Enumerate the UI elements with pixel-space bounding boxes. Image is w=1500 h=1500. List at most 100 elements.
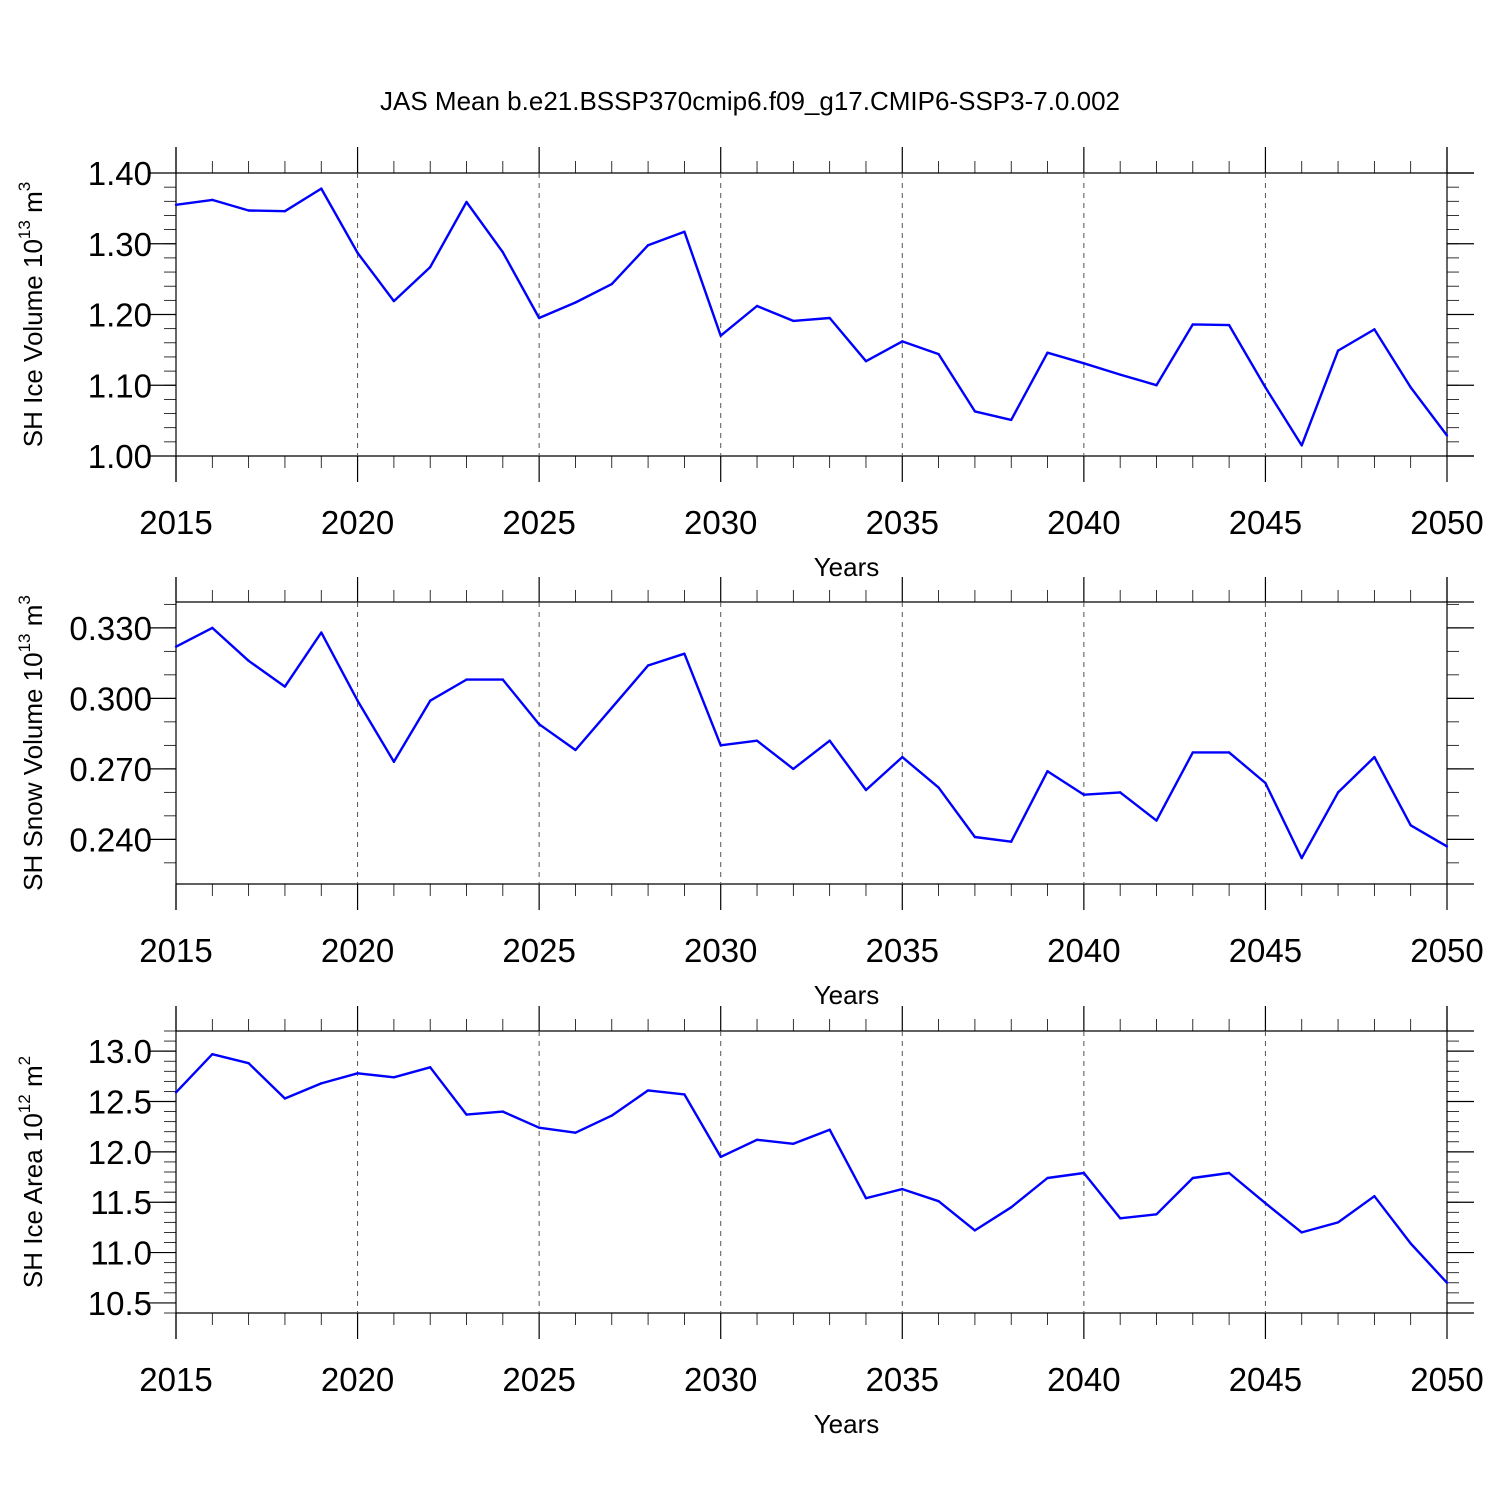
snow-volume-data-point xyxy=(1373,755,1376,759)
ice-area-x-tick-label: 2020 xyxy=(321,1361,394,1398)
panel-ice-area: 2015 2020 2025 2030 2035 2040 2045 2050 10.5 11.0… xyxy=(15,1006,1484,1439)
ice-volume-data-point xyxy=(1191,323,1195,326)
ice-volume-data-point xyxy=(392,299,396,303)
ice-area-y-tick-label: 11.0 xyxy=(90,1235,152,1272)
ice-volume-data-point xyxy=(174,203,178,207)
ice-area-data-point xyxy=(864,1196,868,1200)
ice-area-data-point xyxy=(1082,1171,1086,1175)
ice-area-data-point xyxy=(1155,1213,1158,1216)
snow-volume-y-tick-label: 0.270 xyxy=(69,751,152,788)
ice-volume-data-point xyxy=(864,359,868,363)
ice-volume-data-point xyxy=(792,319,795,323)
snow-volume-x-tick-label: 2040 xyxy=(1047,932,1120,969)
snow-volume-data-point xyxy=(792,767,795,771)
snow-volume-x-tick-label: 2050 xyxy=(1410,932,1483,969)
snow-volume-data-point xyxy=(320,631,323,634)
snow-volume-y-axis-label: SH Snow Volume 1013 m3 xyxy=(15,595,48,891)
snow-volume-x-tick-label: 2035 xyxy=(866,932,939,969)
ice-volume-data-point xyxy=(1300,444,1303,447)
ice-volume-x-axis-label: Years xyxy=(814,552,880,582)
ice-area-series-line xyxy=(175,1052,1448,1284)
ice-volume-data-point xyxy=(320,187,323,190)
snow-volume-y-tick-label: 0.300 xyxy=(69,680,152,717)
panel-ice-volume: 2015 2020 2025 2030 2035 2040 2045 2050 1.00 1.10… xyxy=(15,147,1484,582)
ice-volume-data-point xyxy=(465,200,468,204)
ice-area-data-point xyxy=(828,1128,831,1131)
ice-volume-data-point xyxy=(574,301,577,304)
snow-volume-data-point xyxy=(973,835,977,839)
ice-area-x-tick-label: 2040 xyxy=(1047,1361,1120,1398)
snow-volume-data-point xyxy=(1118,791,1122,794)
ice-area-data-point xyxy=(1191,1176,1195,1180)
ice-area-y-tick-label: 12.5 xyxy=(88,1084,152,1121)
snow-volume-data-point xyxy=(864,788,868,792)
ice-volume-data-point xyxy=(901,340,904,343)
ice-volume-data-point xyxy=(719,334,722,337)
ice-volume-data-point xyxy=(283,210,287,213)
ice-area-y-tick-label: 13.0 xyxy=(88,1033,152,1070)
snow-volume-data-point xyxy=(283,685,287,688)
ice-area-x-tick-label: 2050 xyxy=(1410,1361,1483,1398)
snow-volume-data-point xyxy=(1082,793,1086,796)
ice-area-data-point xyxy=(1300,1231,1303,1234)
ice-volume-series-line xyxy=(175,187,1448,447)
ice-area-y-tick-label: 11.5 xyxy=(90,1184,152,1221)
ice-volume-data-point xyxy=(1155,384,1158,387)
ice-volume-data-point xyxy=(1409,386,1412,389)
ice-volume-x-tick-label: 2020 xyxy=(321,504,394,541)
snow-volume-data-point xyxy=(1336,791,1340,794)
snow-volume-data-point xyxy=(211,626,214,630)
snow-volume-data-point xyxy=(465,678,468,681)
ice-volume-data-point xyxy=(247,209,250,212)
ice-volume-x-tick-label: 2015 xyxy=(139,504,212,541)
ice-area-x-tick-label: 2015 xyxy=(139,1361,212,1398)
snow-volume-y-tick-label: 0.330 xyxy=(69,610,152,647)
ice-area-data-point xyxy=(719,1155,722,1159)
ice-area-x-axis-label: Years xyxy=(814,1409,880,1439)
ice-area-data-point xyxy=(211,1052,214,1056)
snow-volume-data-point xyxy=(610,706,613,709)
ice-area-data-point xyxy=(1264,1202,1267,1205)
snow-volume-data-point xyxy=(1155,819,1158,822)
snow-volume-data-point xyxy=(646,664,650,667)
ice-area-data-point xyxy=(973,1229,977,1232)
ice-area-y-axis-label: SH Ice Area 1012 m2 xyxy=(15,1056,48,1288)
ice-area-data-point xyxy=(610,1114,613,1117)
ice-volume-data-point xyxy=(211,198,214,202)
ice-area-data-point xyxy=(465,1113,468,1116)
ice-volume-data-point xyxy=(1264,386,1267,389)
ice-area-data-point xyxy=(283,1097,287,1100)
ice-volume-x-tick-label: 2040 xyxy=(1047,504,1120,541)
ice-volume-y-tick-label: 1.10 xyxy=(88,367,152,404)
snow-volume-x-tick-label: 2020 xyxy=(321,932,394,969)
snow-volume-data-point xyxy=(937,786,940,789)
ice-area-data-point xyxy=(1336,1221,1340,1224)
ice-area-data-point xyxy=(356,1072,359,1075)
snow-volume-data-point xyxy=(537,723,541,726)
ice-volume-data-point xyxy=(755,304,759,308)
ice-volume-data-point xyxy=(501,251,505,254)
snow-volume-data-point xyxy=(1010,840,1013,843)
snow-volume-x-tick-label: 2030 xyxy=(684,932,757,969)
snow-volume-data-point xyxy=(1264,781,1267,785)
ice-volume-data-point xyxy=(429,265,432,269)
ice-volume-y-axis-label: SH Ice Volume 1013 m3 xyxy=(15,182,48,447)
ice-volume-data-point xyxy=(646,243,650,247)
snow-volume-data-point xyxy=(901,755,904,759)
snow-volume-data-point xyxy=(1046,770,1049,773)
ice-area-data-point xyxy=(537,1126,541,1129)
snow-volume-x-tick-label: 2025 xyxy=(502,932,575,969)
ice-area-data-point xyxy=(937,1200,940,1203)
ice-area-data-point xyxy=(792,1142,795,1146)
snow-volume-data-point xyxy=(574,748,577,752)
snow-volume-data-point xyxy=(1445,845,1449,848)
ice-volume-x-tick-label: 2045 xyxy=(1229,504,1302,541)
snow-volume-data-point xyxy=(356,699,359,702)
snow-volume-data-point xyxy=(501,678,505,681)
ice-volume-x-tick-label: 2030 xyxy=(684,504,757,541)
snow-volume-x-tick-label: 2015 xyxy=(139,932,212,969)
snow-volume-data-point xyxy=(683,652,686,655)
snow-volume-data-point xyxy=(1300,856,1303,860)
ice-volume-y-tick-label: 1.00 xyxy=(88,438,152,475)
